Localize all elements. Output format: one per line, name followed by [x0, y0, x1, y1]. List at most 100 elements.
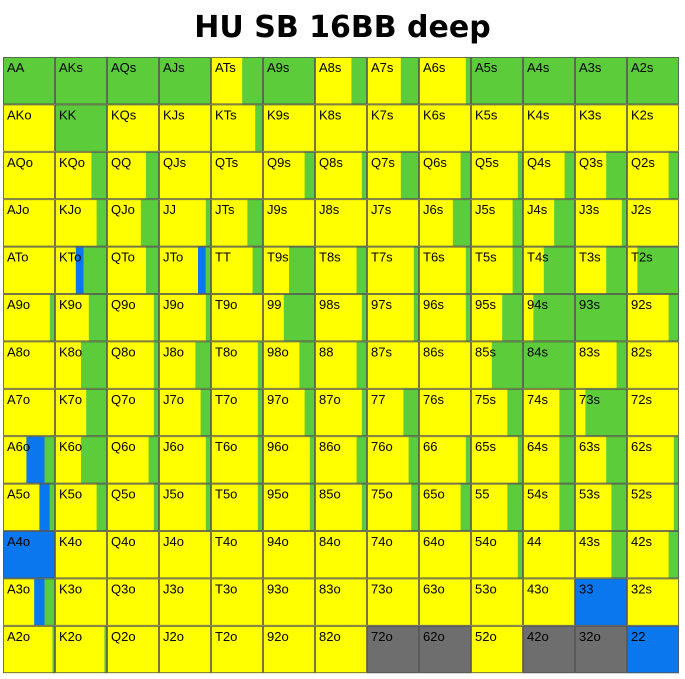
cell-fold-fill — [419, 436, 471, 484]
hand-cell-76o: 76o — [367, 436, 419, 484]
cell-border — [159, 341, 211, 389]
cell-border — [627, 57, 679, 105]
cell-raise-fill — [351, 57, 367, 105]
hand-cell-J4o: J4o — [159, 531, 211, 579]
cell-border — [367, 341, 419, 389]
cell-border — [263, 294, 315, 342]
cell-raise-fill — [195, 341, 211, 389]
cell-fold-fill — [159, 483, 211, 531]
hand-cell-92s: 92s — [627, 294, 679, 342]
hand-label: 74s — [527, 392, 548, 407]
hand-cell-K8o: K8o — [55, 341, 107, 389]
cell-border — [211, 294, 263, 342]
hand-label: Q5o — [111, 487, 136, 502]
hand-cell-Q6o: Q6o — [107, 436, 159, 484]
hand-cell-22: 22 — [627, 625, 679, 674]
cell-fold-fill — [3, 294, 55, 342]
hand-cell-KTo: KTo — [55, 246, 107, 294]
cell-border — [159, 531, 211, 579]
cell-fold-fill — [419, 531, 471, 579]
cell-fold-fill — [419, 388, 471, 437]
cell-border — [55, 341, 107, 389]
hand-cell-75o: 75o — [367, 483, 419, 531]
cell-border — [3, 531, 55, 579]
hand-cell-ATo: ATo — [3, 246, 55, 294]
cell-border — [263, 625, 315, 674]
hand-label: QTs — [215, 155, 239, 170]
cell-border — [419, 199, 471, 247]
cell-fold-fill — [627, 388, 679, 437]
hand-label: KTo — [59, 250, 81, 265]
cell-raise-fill — [52, 625, 55, 674]
cell-fold-fill — [263, 104, 315, 152]
cell-border — [523, 57, 575, 105]
hand-cell-Q8o: Q8o — [107, 341, 159, 389]
cell-border — [315, 104, 367, 152]
hand-label: K6s — [423, 107, 446, 122]
hand-cell-Q5o: Q5o — [107, 483, 159, 531]
hand-cell-32s: 32s — [627, 578, 679, 626]
cell-fold-fill — [107, 483, 159, 531]
cell-raise-fill — [471, 57, 523, 105]
hand-cell-K2s: K2s — [627, 104, 679, 152]
cell-border — [55, 625, 107, 674]
cell-raise-fill — [255, 104, 263, 152]
hand-label: 62s — [631, 439, 652, 454]
cell-raise-fill — [512, 246, 523, 294]
hand-label: 53o — [475, 581, 497, 596]
hand-cell-T4s: T4s — [523, 246, 575, 294]
cell-border — [159, 199, 211, 247]
hand-label: A7o — [7, 392, 30, 407]
cell-raise-fill — [606, 246, 627, 294]
cell-border — [471, 57, 523, 105]
cell-border — [627, 483, 679, 531]
hand-cell-JTs: JTs — [211, 199, 263, 247]
hand-cell-AA: AA — [3, 57, 55, 105]
cell-border — [575, 436, 627, 484]
hand-label: 83o — [319, 581, 341, 596]
cell-fold-fill — [627, 578, 679, 626]
cell-border — [419, 625, 471, 674]
cell-raise-fill — [611, 531, 627, 579]
cell-border — [159, 625, 211, 674]
hand-label: KQo — [59, 155, 85, 170]
cell-fold-fill — [367, 531, 419, 579]
hand-label: A8o — [7, 344, 30, 359]
cell-fold-fill — [627, 341, 679, 389]
hand-label: J7s — [371, 202, 392, 217]
hand-label: 72o — [371, 629, 393, 644]
hand-cell-96s: 96s — [419, 294, 471, 342]
cell-border — [627, 388, 679, 437]
cell-border — [107, 151, 159, 200]
hand-label: K9o — [59, 297, 82, 312]
cell-fold-fill — [315, 388, 367, 437]
hand-cell-K8s: K8s — [315, 104, 367, 152]
hand-cell-72s: 72s — [627, 388, 679, 437]
cell-fold-fill — [107, 104, 159, 152]
hand-label: KTs — [215, 107, 237, 122]
hand-cell-J3o: J3o — [159, 578, 211, 626]
cell-raise-fill — [86, 388, 107, 437]
cell-border — [55, 151, 107, 200]
hand-label: 97s — [371, 297, 392, 312]
cell-raise-fill — [403, 388, 419, 437]
hand-label: 84s — [527, 344, 548, 359]
cell-raise-fill — [356, 341, 367, 389]
cell-fold-fill — [419, 104, 471, 152]
cell-raise-fill — [543, 246, 575, 294]
hand-label: Q8s — [319, 155, 343, 170]
cell-fold-fill — [471, 625, 523, 674]
hand-label: 82s — [631, 344, 652, 359]
cell-raise-fill — [205, 436, 211, 484]
hand-label: J2o — [163, 629, 184, 644]
hand-cell-QJs: QJs — [159, 151, 211, 200]
cell-border — [263, 341, 315, 389]
cell-raise-fill — [413, 246, 419, 294]
cell-allin-fill — [39, 483, 50, 531]
hand-cell-74o: 74o — [367, 531, 419, 579]
cell-border — [159, 246, 211, 294]
cell-border — [3, 294, 55, 342]
cell-raise-fill — [356, 246, 367, 294]
cell-border — [471, 151, 523, 200]
hand-cell-A8s: A8s — [315, 57, 367, 105]
